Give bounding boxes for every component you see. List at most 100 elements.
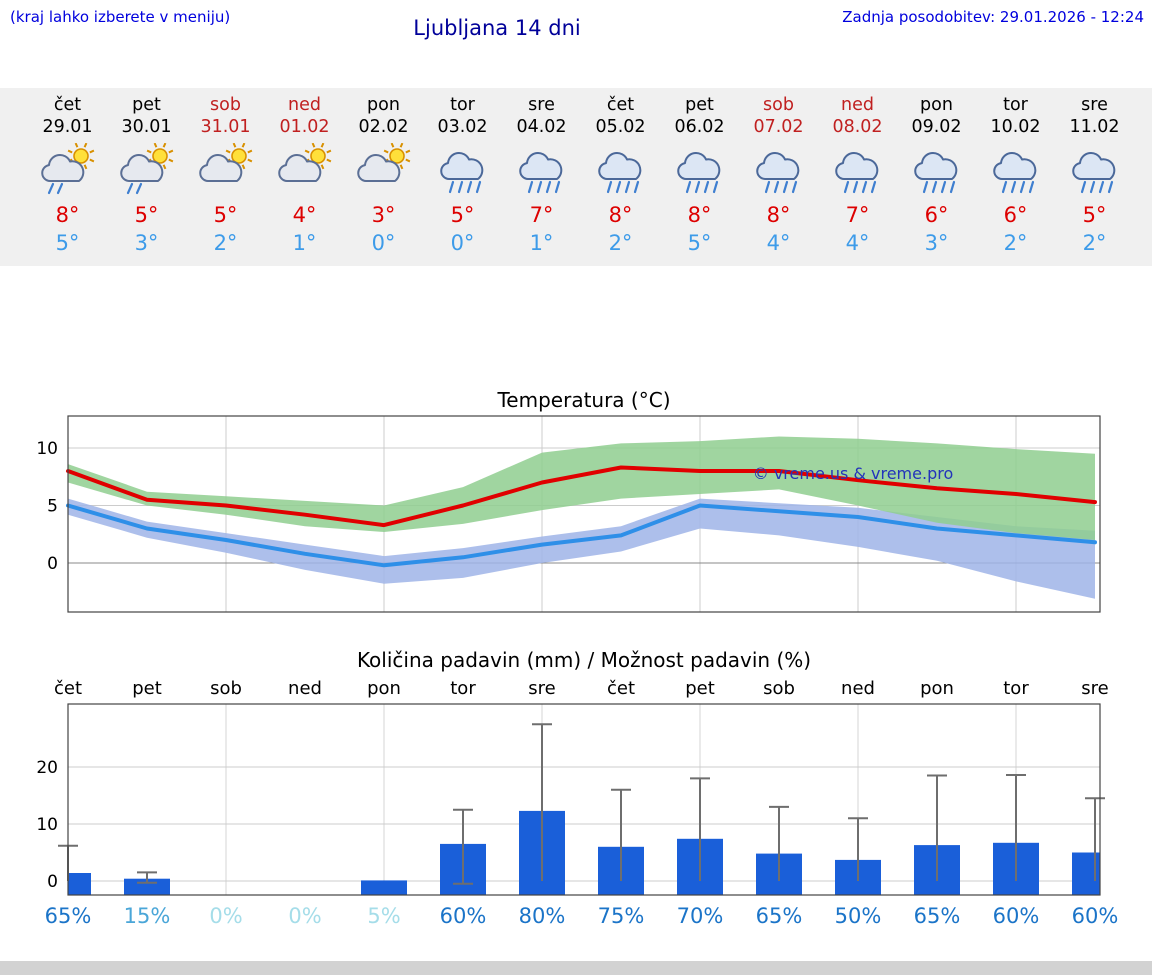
precipitation-probability: 50% bbox=[835, 904, 882, 928]
footer-bar bbox=[0, 961, 1152, 975]
day-name: sob bbox=[763, 95, 794, 115]
y-tick-label: 5 bbox=[47, 497, 58, 517]
uncertainty-whisker bbox=[1006, 774, 1026, 881]
page-title: Ljubljana 14 dni bbox=[413, 16, 581, 40]
forecast-day: pet 06.02 8° 5° bbox=[660, 88, 739, 266]
day-label: tor bbox=[1003, 678, 1029, 699]
day-name: pet bbox=[132, 95, 161, 115]
precipitation-bar bbox=[361, 880, 407, 895]
max-temperature: 8° bbox=[766, 203, 791, 227]
min-uncertainty-band bbox=[68, 498, 1095, 599]
precipitation-probability: 60% bbox=[993, 904, 1040, 928]
day-label: čet bbox=[607, 678, 635, 699]
min-temperature: 3° bbox=[924, 231, 949, 255]
forecast-strip: čet 29.01 8° 5° pet 30.01 5° 3° sob 31.01 5° 2° ned 0… bbox=[0, 88, 1152, 266]
forecast-day: tor 10.02 6° 2° bbox=[976, 88, 1055, 266]
min-temperature: 4° bbox=[845, 231, 870, 255]
min-temperature: 0° bbox=[371, 231, 396, 255]
day-name: pet bbox=[685, 95, 714, 115]
y-tick-label: 0 bbox=[47, 554, 58, 574]
y-tick-label: 0 bbox=[47, 872, 58, 892]
cloud-rain-icon bbox=[897, 141, 976, 199]
uncertainty-whisker bbox=[611, 788, 631, 881]
precipitation-probability: 15% bbox=[124, 904, 171, 928]
day-label: pet bbox=[685, 678, 715, 699]
day-date: 02.02 bbox=[358, 117, 409, 137]
day-date: 05.02 bbox=[595, 117, 646, 137]
forecast-day: ned 08.02 7° 4° bbox=[818, 88, 897, 266]
day-date: 08.02 bbox=[832, 117, 883, 137]
sun-cloud-rain-icon bbox=[28, 141, 107, 199]
precipitation-probability: 80% bbox=[519, 904, 566, 928]
sun-cloud-icon bbox=[265, 141, 344, 199]
cloud-rain-icon bbox=[423, 141, 502, 199]
uncertainty-whisker bbox=[848, 817, 868, 881]
day-label: pet bbox=[132, 678, 162, 699]
day-label: ned bbox=[841, 678, 875, 699]
plot-border bbox=[67, 703, 1101, 896]
precipitation-chart-svg: čet pet sob ned pon tor sre čet pet sob ned pon tor s… bbox=[36, 678, 1119, 928]
day-label: sre bbox=[528, 678, 555, 699]
precipitation-probability: 60% bbox=[1072, 904, 1119, 928]
min-temperature: 3° bbox=[134, 231, 159, 255]
max-temperature: 5° bbox=[134, 203, 159, 227]
day-name: sob bbox=[210, 95, 241, 115]
min-temperature: 2° bbox=[1082, 231, 1107, 255]
day-label: sob bbox=[210, 678, 242, 699]
min-temperature-line bbox=[66, 503, 1097, 568]
day-label: pon bbox=[367, 678, 401, 699]
cloud-rain-icon bbox=[1055, 141, 1134, 199]
sun-glyph bbox=[304, 143, 331, 170]
min-temperature: 2° bbox=[213, 231, 238, 255]
min-temperature: 5° bbox=[55, 231, 80, 255]
max-temperature: 3° bbox=[371, 203, 396, 227]
min-temperature: 1° bbox=[529, 231, 554, 255]
cloud-rain-icon bbox=[581, 141, 660, 199]
forecast-day: ned 01.02 4° 1° bbox=[265, 88, 344, 266]
day-label: sob bbox=[763, 678, 795, 699]
day-name: sre bbox=[1081, 95, 1108, 115]
forecast-day: čet 29.01 8° 5° bbox=[28, 88, 107, 266]
max-temperature: 5° bbox=[450, 203, 475, 227]
cloud-rain-icon bbox=[818, 141, 897, 199]
min-temperature: 0° bbox=[450, 231, 475, 255]
forecast-day: tor 03.02 5° 0° bbox=[423, 88, 502, 266]
max-temperature: 8° bbox=[608, 203, 633, 227]
forecast-day: sob 07.02 8° 4° bbox=[739, 88, 818, 266]
forecast-day: pet 30.01 5° 3° bbox=[107, 88, 186, 266]
sun-cloud-rain-icon bbox=[107, 141, 186, 199]
menu-hint: (kraj lahko izberete v meniju) bbox=[10, 8, 231, 26]
day-date: 09.02 bbox=[911, 117, 962, 137]
cloud-rain-icon bbox=[502, 141, 581, 199]
forecast-day: sre 11.02 5° 2° bbox=[1055, 88, 1134, 266]
min-temperature: 4° bbox=[766, 231, 791, 255]
y-tick-label: 10 bbox=[36, 439, 58, 459]
sun-cloud-icon bbox=[186, 141, 265, 199]
day-label: ned bbox=[288, 678, 322, 699]
max-temperature: 5° bbox=[213, 203, 238, 227]
uncertainty-whisker bbox=[1085, 797, 1105, 881]
day-name: čet bbox=[606, 95, 635, 115]
day-name: ned bbox=[288, 95, 321, 115]
precipitation-chart-title: Količina padavin (mm) / Možnost padavin … bbox=[356, 648, 812, 672]
max-temperature: 4° bbox=[292, 203, 317, 227]
precipitation-probability: 75% bbox=[598, 904, 645, 928]
day-date: 30.01 bbox=[121, 117, 172, 137]
max-temperature: 7° bbox=[845, 203, 870, 227]
watermark: © vreme.us & vreme.pro bbox=[753, 464, 954, 483]
precipitation-probability: 60% bbox=[440, 904, 487, 928]
day-date: 10.02 bbox=[990, 117, 1041, 137]
precipitation-bar bbox=[124, 878, 170, 895]
cloud-rain-icon bbox=[660, 141, 739, 199]
day-date: 04.02 bbox=[516, 117, 567, 137]
precipitation-probability: 0% bbox=[288, 904, 321, 928]
day-name: ned bbox=[841, 95, 874, 115]
min-temperature: 1° bbox=[292, 231, 317, 255]
day-name: pon bbox=[920, 95, 953, 115]
min-temperature: 5° bbox=[687, 231, 712, 255]
precipitation-bar bbox=[68, 873, 91, 895]
precipitation-probability: 0% bbox=[209, 904, 242, 928]
min-temperature: 2° bbox=[1003, 231, 1028, 255]
day-name: tor bbox=[450, 95, 475, 115]
day-date: 29.01 bbox=[42, 117, 93, 137]
